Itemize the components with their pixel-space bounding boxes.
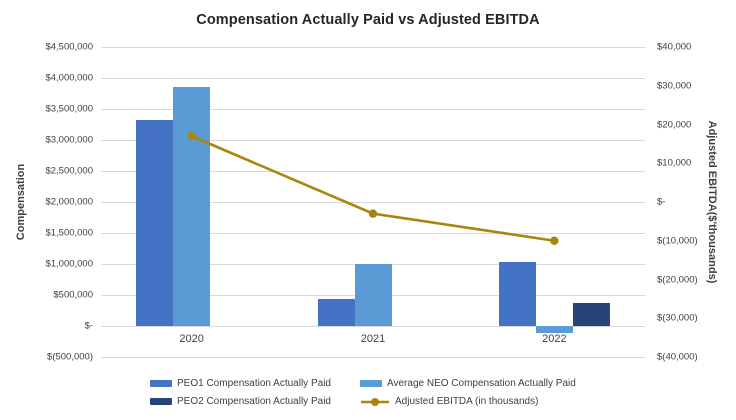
legend-item: Average NEO Compensation Actually Paid	[360, 378, 576, 389]
gridline	[101, 78, 645, 79]
legend: PEO1 Compensation Actually Paid Average N…	[150, 378, 576, 407]
ebitda-marker	[550, 236, 559, 245]
gridline	[101, 47, 645, 48]
right-axis-tick-label: $-	[657, 196, 666, 208]
x-axis-label: 2020	[179, 333, 204, 345]
right-axis-tick-label: $20,000	[657, 119, 692, 130]
right-axis-tick-label: $(20,000)	[657, 274, 698, 285]
left-axis-tick-label: $4,500,000	[45, 41, 93, 53]
right-axis-title: Adjusted EBITDA($'thousands)	[706, 120, 718, 284]
right-axis-tick-label: $(30,000)	[657, 312, 698, 324]
right-axis-tick-label: $10,000	[657, 157, 692, 169]
left-axis-tick-label: $-	[84, 320, 93, 332]
right-axis-tick-label: $30,000	[657, 80, 692, 92]
right-axis-tick-label: $(40,000)	[657, 351, 698, 363]
right-axis-tick-label: $(10,000)	[657, 235, 698, 247]
left-axis-tick-label: $2,500,000	[45, 165, 93, 177]
left-axis-tick-label: $3,500,000	[45, 103, 93, 115]
right-axis-tick-label: $40,000	[657, 41, 692, 53]
left-axis-tick-label: $1,000,000	[45, 258, 93, 270]
ebitda-marker	[368, 209, 378, 218]
legend-line-icon	[361, 397, 389, 406]
legend-swatch	[150, 380, 172, 387]
legend-line-swatch	[360, 397, 390, 407]
ebitda-line	[190, 134, 556, 243]
bar	[317, 299, 355, 326]
bar	[173, 87, 211, 326]
legend-swatch	[360, 380, 382, 387]
gridline	[101, 357, 645, 358]
left-axis-tick-label: $500,000	[53, 289, 93, 301]
left-axis-tick-label: $1,500,000	[45, 227, 93, 239]
bar	[498, 261, 536, 326]
left-axis-tick-label: $4,000,000	[45, 72, 93, 84]
gridline	[101, 109, 645, 110]
x-axis-label: 2021	[360, 333, 386, 345]
bar	[136, 119, 174, 326]
left-axis-tick-label: $3,000,000	[45, 134, 93, 146]
bar	[572, 303, 610, 326]
bar	[535, 326, 573, 334]
legend-swatch	[150, 398, 172, 405]
left-axis-tick-label: $2,000,000	[45, 196, 93, 208]
legend-label: Adjusted EBITDA (in thousands)	[395, 396, 539, 407]
x-axis-label: 2022	[542, 333, 567, 345]
bar	[354, 264, 392, 326]
legend-label: Average NEO Compensation Actually Paid	[387, 378, 576, 389]
legend-item: Adjusted EBITDA (in thousands)	[360, 396, 576, 407]
left-axis-tick-label: $(500,000)	[47, 351, 93, 363]
legend-label: PEO1 Compensation Actually Paid	[177, 378, 331, 389]
chart-title: Compensation Actually Paid vs Adjusted E…	[196, 12, 540, 28]
legend-label: PEO2 Compensation Actually Paid	[177, 396, 331, 407]
legend-item: PEO2 Compensation Actually Paid	[150, 396, 360, 407]
gridline	[101, 326, 645, 327]
legend-item: PEO1 Compensation Actually Paid	[150, 378, 360, 389]
